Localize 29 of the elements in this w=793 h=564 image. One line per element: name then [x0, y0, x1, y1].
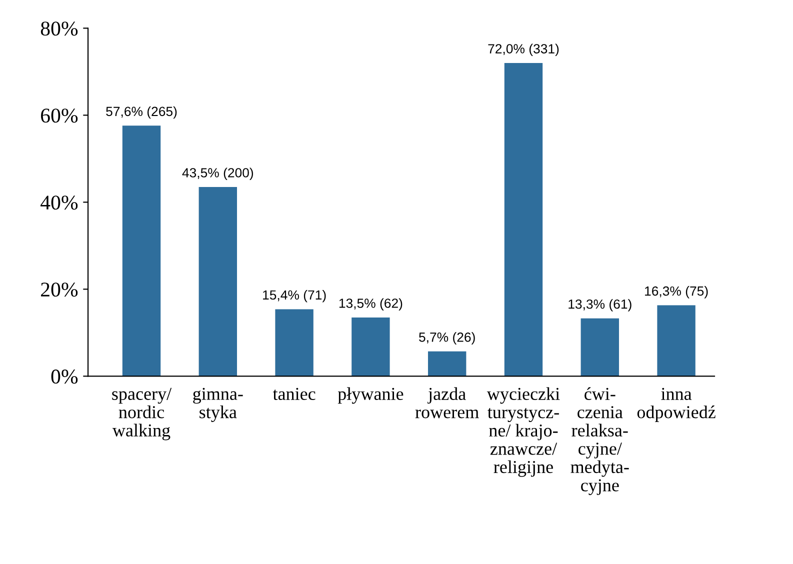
bar	[657, 305, 696, 376]
bar	[122, 126, 161, 376]
bar	[580, 318, 619, 376]
y-tick-label: 80%	[40, 22, 78, 36]
x-tick-label: spacery/ nordic walking	[112, 388, 172, 440]
x-tick-label: gimna- styka	[193, 388, 243, 422]
data-label: 72,0% (331)	[488, 44, 559, 56]
data-label: 16,3% (75)	[645, 286, 708, 298]
x-tick-label: pływanie	[338, 387, 404, 404]
x-tick-label: inna odpowiedź	[637, 388, 716, 422]
bar	[275, 309, 314, 376]
x-tick-label: jazda rowerem	[415, 387, 479, 418]
x-tick-label: ćwi- czenia relaksa- cyjne/ medyta- cyjne	[570, 387, 629, 496]
data-label: 43,5% (200)	[182, 168, 254, 180]
bar	[352, 317, 390, 376]
x-tick-label: taniec	[272, 388, 316, 400]
data-label: 13,3% (61)	[568, 299, 632, 312]
data-label: 15,4% (71)	[263, 290, 326, 302]
y-tick-label: 60%	[41, 108, 78, 123]
y-tick-label: 20%	[41, 282, 78, 297]
bar	[428, 351, 466, 376]
x-tick-label: wycieczki turystycz- ne/ krajo- znawcze/ religijne	[486, 387, 560, 477]
data-label: 13,5% (62)	[339, 298, 402, 311]
bar	[504, 63, 543, 376]
y-tick-label: 40%	[40, 196, 78, 210]
y-tick-label: 0%	[51, 370, 78, 384]
bar	[198, 186, 237, 376]
data-label: 5,7% (26)	[419, 332, 475, 344]
data-label: 57,6% (265)	[106, 106, 177, 119]
